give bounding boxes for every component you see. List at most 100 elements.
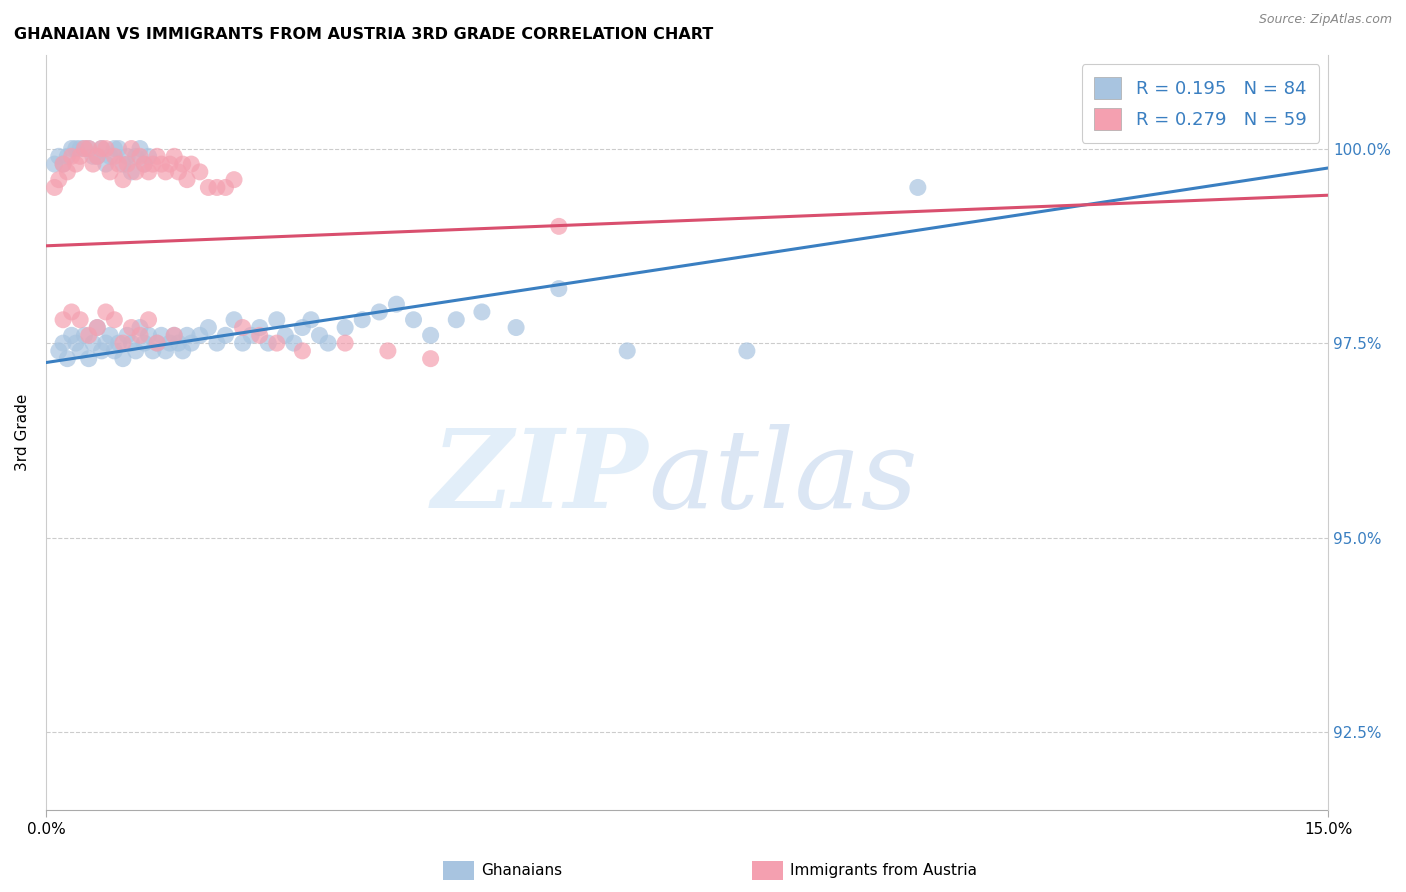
Point xyxy=(240,328,263,343)
Point xyxy=(69,142,91,156)
Point xyxy=(150,328,173,343)
Point xyxy=(333,320,356,334)
Point xyxy=(60,305,83,319)
Text: Ghanaians: Ghanaians xyxy=(481,863,562,878)
Point xyxy=(48,172,70,186)
Point xyxy=(377,343,399,358)
Point xyxy=(60,149,83,163)
Point xyxy=(52,157,75,171)
Point xyxy=(94,157,117,171)
Point xyxy=(115,157,138,171)
Point xyxy=(56,149,79,163)
Point xyxy=(111,157,134,171)
Point xyxy=(283,336,305,351)
Point xyxy=(52,312,75,326)
Point xyxy=(146,149,169,163)
Point xyxy=(180,336,202,351)
Point xyxy=(69,312,91,326)
Point xyxy=(60,142,83,156)
Point xyxy=(125,149,148,163)
Point xyxy=(163,328,186,343)
Point xyxy=(82,157,104,171)
Point xyxy=(134,336,156,351)
Point xyxy=(150,157,173,171)
Point xyxy=(90,142,112,156)
Point xyxy=(120,165,142,179)
Point xyxy=(138,312,160,326)
Point xyxy=(65,142,87,156)
Point xyxy=(111,336,134,351)
Point xyxy=(155,343,177,358)
Point xyxy=(249,328,271,343)
Point xyxy=(98,165,121,179)
Point xyxy=(205,180,228,194)
Text: atlas: atlas xyxy=(648,424,918,532)
Point xyxy=(138,149,160,163)
Point xyxy=(299,312,322,326)
Point xyxy=(266,312,288,326)
Legend: R = 0.195   N = 84, R = 0.279   N = 59: R = 0.195 N = 84, R = 0.279 N = 59 xyxy=(1081,64,1319,143)
Point xyxy=(547,282,569,296)
Text: GHANAIAN VS IMMIGRANTS FROM AUSTRIA 3RD GRADE CORRELATION CHART: GHANAIAN VS IMMIGRANTS FROM AUSTRIA 3RD … xyxy=(14,27,713,42)
Point xyxy=(291,320,314,334)
Point xyxy=(77,142,100,156)
Point xyxy=(142,343,165,358)
Point xyxy=(125,343,148,358)
Point xyxy=(120,320,142,334)
Point xyxy=(60,328,83,343)
Point xyxy=(138,165,160,179)
Point xyxy=(402,312,425,326)
Point xyxy=(176,328,198,343)
Point xyxy=(129,320,152,334)
Point xyxy=(82,336,104,351)
Point xyxy=(172,343,194,358)
Point xyxy=(197,180,219,194)
Point xyxy=(291,343,314,358)
Point xyxy=(86,149,108,163)
Point xyxy=(90,343,112,358)
Text: Source: ZipAtlas.com: Source: ZipAtlas.com xyxy=(1258,13,1392,27)
Point xyxy=(103,149,125,163)
Point xyxy=(257,336,280,351)
Point xyxy=(86,320,108,334)
Point xyxy=(159,157,181,171)
Point xyxy=(65,336,87,351)
Point xyxy=(249,320,271,334)
Point xyxy=(138,328,160,343)
Point xyxy=(111,351,134,366)
Point xyxy=(188,328,211,343)
Point xyxy=(446,312,468,326)
Point xyxy=(385,297,408,311)
Y-axis label: 3rd Grade: 3rd Grade xyxy=(15,394,30,471)
Point xyxy=(48,149,70,163)
Point xyxy=(125,165,148,179)
Point xyxy=(368,305,391,319)
Point xyxy=(77,142,100,156)
Point xyxy=(107,336,129,351)
Point xyxy=(907,180,929,194)
Point xyxy=(44,157,66,171)
Point xyxy=(163,328,186,343)
Point xyxy=(44,180,66,194)
Point xyxy=(188,165,211,179)
Point xyxy=(134,157,156,171)
Point xyxy=(73,142,96,156)
Point xyxy=(107,142,129,156)
Point xyxy=(333,336,356,351)
Point xyxy=(316,336,339,351)
Point xyxy=(98,149,121,163)
Point xyxy=(616,343,638,358)
Point xyxy=(69,343,91,358)
Point xyxy=(82,149,104,163)
Point xyxy=(142,157,165,171)
Point xyxy=(308,328,330,343)
Point xyxy=(56,351,79,366)
Point xyxy=(266,336,288,351)
Point xyxy=(129,149,152,163)
Point xyxy=(222,172,245,186)
Point xyxy=(214,328,236,343)
Point xyxy=(163,149,186,163)
Point xyxy=(90,142,112,156)
Point xyxy=(735,343,758,358)
Point xyxy=(120,142,142,156)
